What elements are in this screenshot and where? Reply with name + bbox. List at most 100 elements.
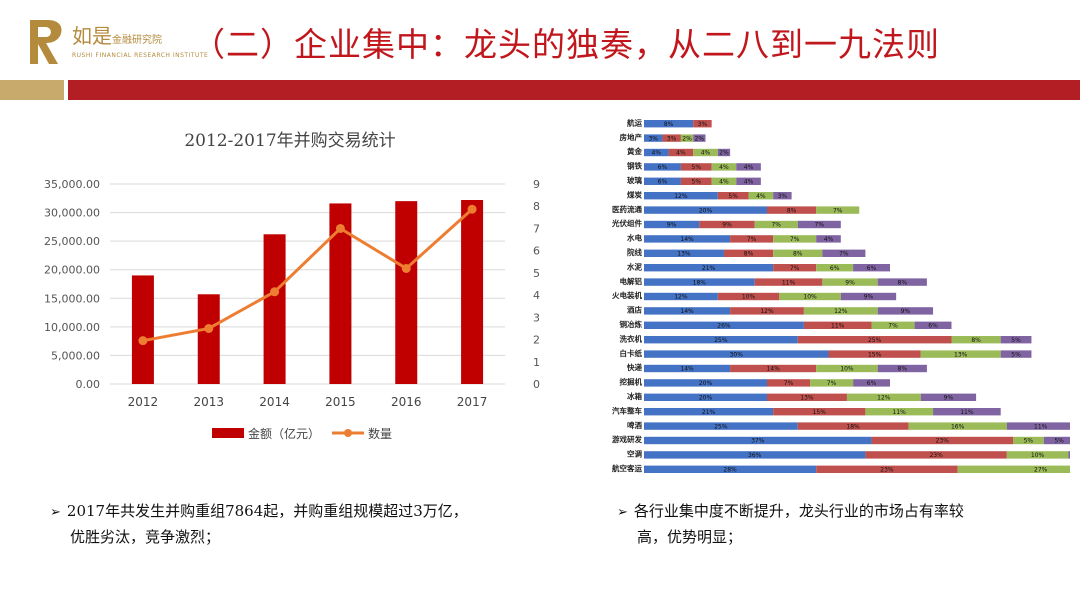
- segment-value: 8%: [793, 251, 803, 258]
- industry-segment: [754, 278, 823, 286]
- industry-label: 铜冶炼: [620, 319, 643, 329]
- industry-segment: [662, 134, 681, 142]
- segment-value: 9%: [864, 294, 874, 301]
- industry-segment: [816, 465, 958, 473]
- legend-line-marker: [344, 429, 352, 437]
- industry-label: 洗衣机: [620, 333, 643, 343]
- industry-segment: [1000, 336, 1032, 344]
- left-axis-tick: 0.00: [76, 378, 101, 391]
- industry-segment: [717, 148, 731, 157]
- x-axis-tick: 2014: [259, 395, 290, 409]
- industry-segment: [644, 148, 669, 157]
- segment-value: 8%: [898, 366, 908, 373]
- segment-value: 13%: [677, 251, 691, 258]
- industry-segment: [711, 177, 737, 185]
- bullet-industry-summary: ➢ 各行业集中度不断提升，龙头行业的市场占有率较 高，优势明显；: [617, 502, 964, 546]
- industry-segment: [773, 408, 866, 416]
- industry-segment: [1006, 422, 1070, 430]
- industry-segment: [644, 451, 866, 459]
- segment-value: 11%: [960, 409, 974, 416]
- industry-segment: [644, 163, 681, 171]
- industry-label: 游戏研发: [612, 434, 642, 444]
- segment-value: 25%: [714, 337, 728, 344]
- x-axis-tick: 2015: [325, 395, 356, 409]
- industry-segment: [773, 264, 817, 272]
- segment-value: 37%: [751, 438, 765, 445]
- segment-value: 8%: [664, 121, 674, 128]
- industry-segment: [644, 436, 872, 445]
- segment-value: 21%: [702, 265, 716, 272]
- industry-segment: [723, 249, 774, 257]
- segment-value: 6%: [658, 164, 668, 171]
- x-axis-tick: 2016: [391, 395, 422, 409]
- industry-segment: [822, 278, 878, 286]
- industry-label: 玻璃: [627, 175, 642, 185]
- segment-value: 4%: [744, 179, 754, 186]
- industry-segment: [920, 393, 977, 401]
- industry-segment: [693, 134, 706, 142]
- bar-amount-2017: [461, 200, 484, 384]
- segment-value: 26%: [717, 323, 731, 330]
- industry-segment: [957, 465, 1070, 473]
- industry-segment: [644, 177, 681, 185]
- right-axis-tick: 4,000: [533, 289, 540, 302]
- segment-value: 4%: [701, 150, 711, 157]
- industry-segment: [767, 393, 847, 401]
- industry-segment: [644, 235, 731, 243]
- industry-label: 水泥: [627, 261, 642, 271]
- industry-label: 光伏组件: [611, 218, 642, 228]
- industry-segment: [797, 422, 909, 430]
- industry-segment: [803, 307, 878, 315]
- industry-segment: [767, 206, 817, 214]
- industry-segment: [693, 148, 718, 157]
- industry-segment: [680, 163, 712, 171]
- industry-segment: [1000, 350, 1032, 358]
- industry-segment: [951, 336, 1001, 344]
- industry-segment: [871, 321, 915, 329]
- segment-value: 9%: [722, 222, 732, 229]
- industry-segment: [853, 379, 890, 387]
- industry-segment: [717, 192, 749, 200]
- point-count-2015: [335, 223, 345, 233]
- bar-amount-2016: [395, 201, 418, 384]
- segment-value: 9%: [944, 395, 954, 402]
- industry-label: 房地产: [620, 132, 643, 142]
- segment-value: 2%: [719, 150, 729, 157]
- segment-value: 16%: [951, 423, 965, 430]
- industry-segment: [908, 422, 1007, 430]
- right-axis-tick: 3,000: [533, 311, 540, 324]
- segment-value: 10%: [803, 294, 817, 301]
- industry-segment: [840, 292, 897, 301]
- industry-concentration-chart: 航运 8% 3%房地产 3% 3% 2% 2%黄金 4% 4% 4% 2%钢铁 6% 5% 4% 4%玻璃 6…: [611, 117, 1070, 474]
- segment-value: 8%: [898, 279, 908, 286]
- industry-label: 快递: [627, 362, 642, 372]
- line-count-series: [142, 208, 474, 343]
- segment-value: 9%: [901, 308, 911, 315]
- industry-segment: [644, 393, 767, 401]
- left-axis-tick: 10,000.00: [44, 321, 100, 334]
- point-count-2013: [204, 323, 214, 333]
- x-axis-tick: 2013: [193, 395, 224, 409]
- industry-segment: [803, 321, 872, 329]
- industry-label: 空调: [627, 449, 642, 459]
- segment-value: 6%: [867, 380, 877, 387]
- segment-value: 9%: [667, 222, 677, 229]
- segment-value: 4%: [744, 164, 754, 171]
- header-divider-red: [68, 80, 1080, 100]
- segment-value: 7%: [747, 236, 757, 243]
- bar-amount-2015: [329, 203, 352, 384]
- industry-segment: [644, 134, 663, 142]
- segment-value: 4%: [824, 236, 834, 243]
- segment-value: 2%: [695, 135, 705, 142]
- industry-label: 冰箱: [627, 391, 642, 401]
- segment-value: 10%: [742, 294, 756, 301]
- industry-segment: [717, 292, 780, 301]
- segment-value: 11%: [893, 409, 907, 416]
- industry-segment: [797, 220, 841, 229]
- segment-value: 20%: [699, 380, 713, 387]
- segment-value: 10%: [840, 366, 854, 373]
- industry-segment: [644, 292, 718, 301]
- industry-segment: [644, 408, 774, 416]
- industry-segment: [711, 163, 737, 171]
- segment-value: 7%: [790, 236, 800, 243]
